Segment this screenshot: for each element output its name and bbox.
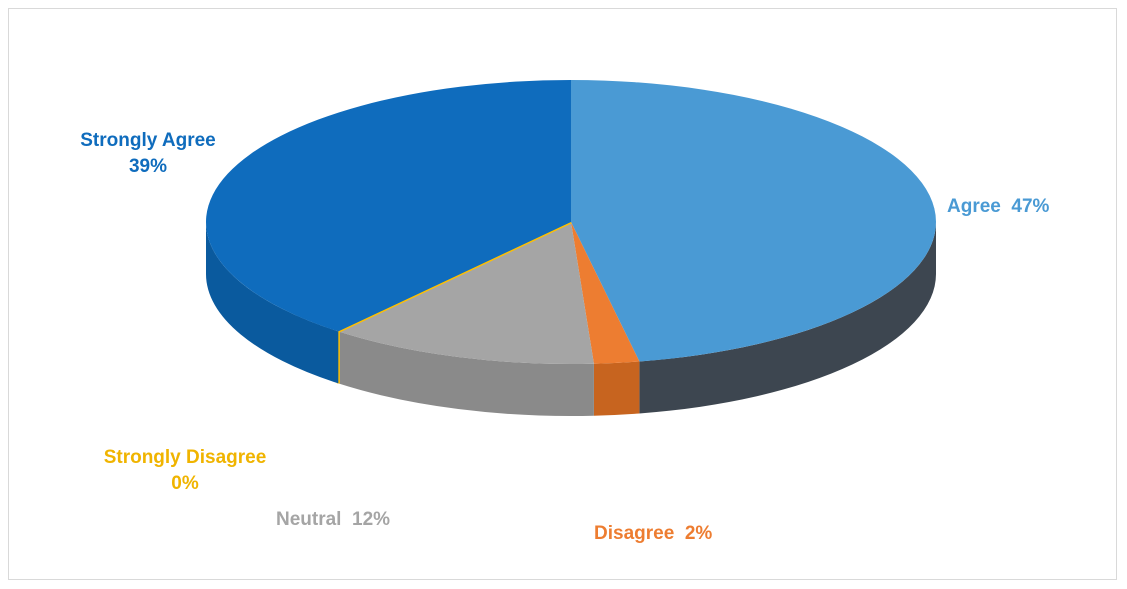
label-strongly-agree-value: 39% <box>128 156 168 177</box>
pie-side-strongly-agree <box>206 222 339 384</box>
pie-slice-neutral <box>338 222 594 364</box>
label-neutral-value: 12% <box>352 509 391 530</box>
label-strongly-disagree: Strongly Disagree 0% <box>80 445 290 497</box>
label-agree: Agree 47% <box>947 194 1049 220</box>
pie-slice-disagree <box>571 222 640 364</box>
label-disagree: Disagree 2% <box>594 521 712 547</box>
label-neutral: Neutral 12% <box>276 507 390 533</box>
label-strongly-disagree-name: Strongly Disagree <box>103 447 267 468</box>
pie-side-neutral <box>338 331 594 416</box>
pie-slice-strongly-agree <box>206 79 571 332</box>
pie-side-agree <box>639 222 937 414</box>
label-agree-value: 47% <box>1011 196 1050 217</box>
pie-side-disagree <box>593 361 640 416</box>
label-strongly-agree-name: Strongly Agree <box>80 130 216 151</box>
label-disagree-value: 2% <box>684 523 713 544</box>
pie-slice-agree <box>571 80 937 362</box>
label-neutral-name: Neutral <box>276 509 342 530</box>
label-disagree-name: Disagree <box>594 523 675 544</box>
label-strongly-agree: Strongly Agree 39% <box>60 128 236 180</box>
label-strongly-disagree-value: 0% <box>171 473 199 494</box>
label-agree-name: Agree <box>947 196 1001 217</box>
